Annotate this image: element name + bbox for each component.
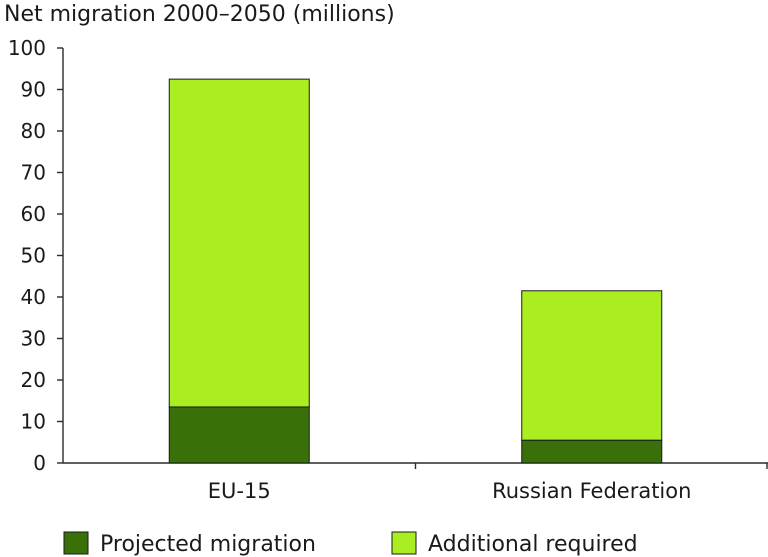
bars	[168, 78, 663, 464]
y-tick-label: 30	[21, 327, 46, 351]
y-tick-label: 80	[21, 119, 46, 143]
y-tick-label: 100	[8, 36, 46, 60]
bar-segment-additional	[521, 290, 663, 441]
axes: 0 10 20 30 40 50 60 70 80 90 100 EU-15 Russian Feder…	[8, 36, 768, 503]
legend-swatch	[391, 531, 417, 555]
x-tick-label: EU-15	[208, 479, 271, 503]
chart-title: Net migration 2000–2050 (millions)	[4, 2, 395, 27]
y-tick-label: 0	[33, 451, 46, 475]
legend-label: Additional required	[428, 532, 638, 557]
x-tick-label: Russian Federation	[492, 479, 691, 503]
legend-label: Projected migration	[100, 532, 316, 557]
legend: Projected migration Additional required	[63, 531, 638, 557]
y-tick-label: 90	[21, 78, 46, 102]
bar-segment-additional	[168, 78, 310, 408]
y-tick-label: 10	[21, 410, 46, 434]
y-tick-label: 50	[21, 244, 46, 268]
y-tick-label: 60	[21, 202, 46, 226]
bar-segment-projected	[521, 439, 663, 464]
legend-swatch	[63, 531, 89, 555]
y-tick-label: 20	[21, 368, 46, 392]
y-tick-label: 40	[21, 285, 46, 309]
y-tick-label: 70	[21, 161, 46, 185]
bar-segment-projected	[168, 406, 310, 464]
